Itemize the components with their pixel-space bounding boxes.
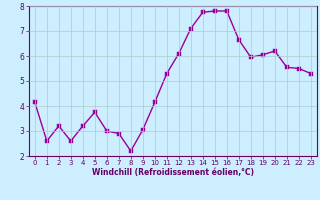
X-axis label: Windchill (Refroidissement éolien,°C): Windchill (Refroidissement éolien,°C) bbox=[92, 168, 254, 177]
